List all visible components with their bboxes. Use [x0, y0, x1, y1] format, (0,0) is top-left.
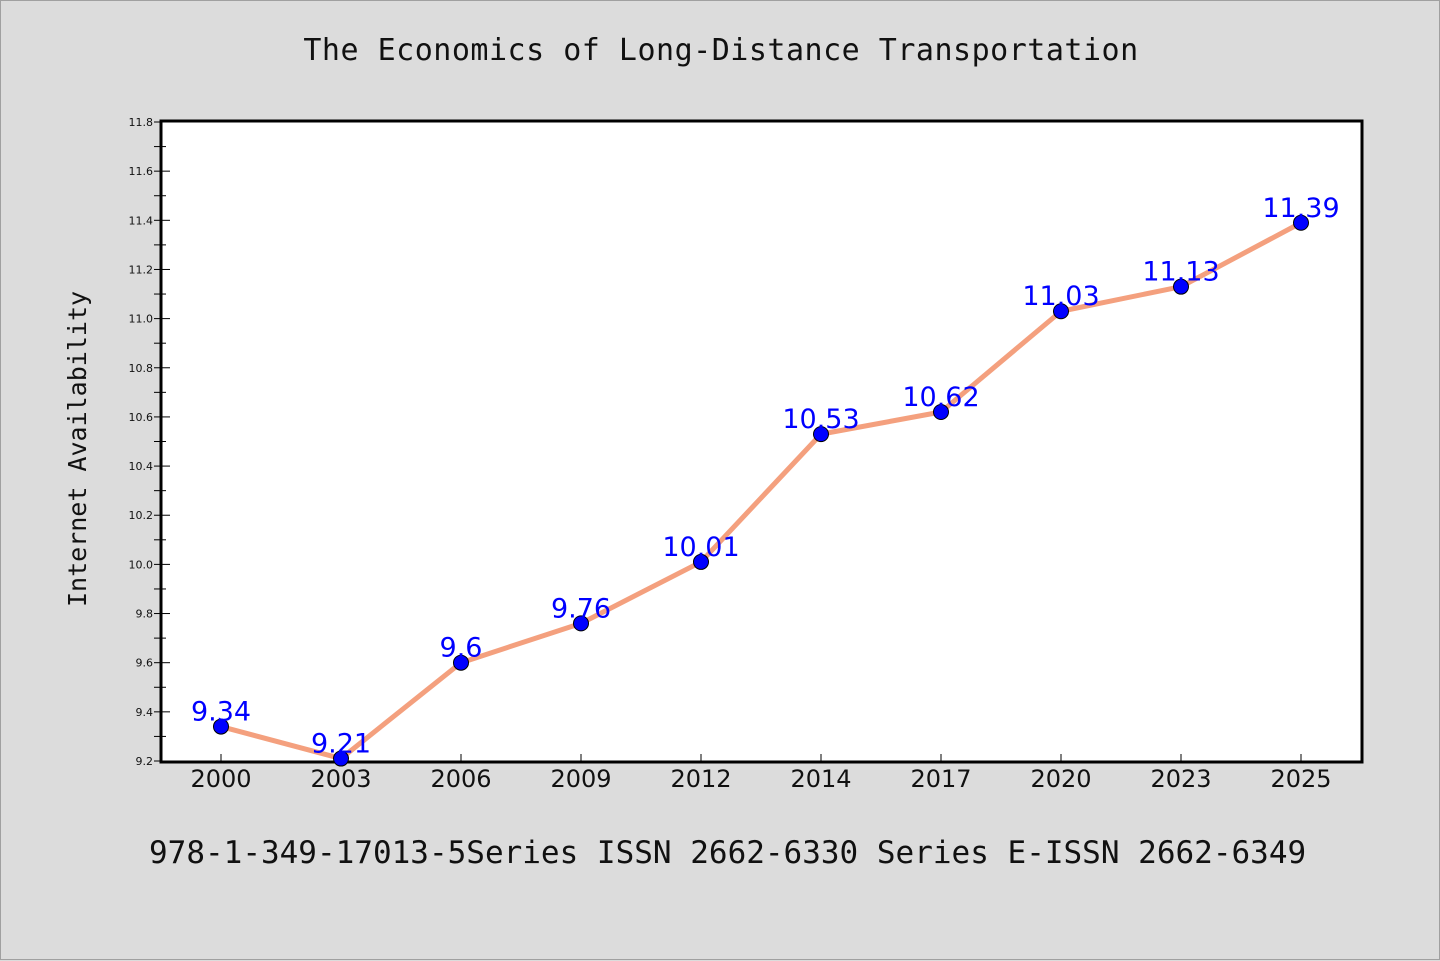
y-axis-label: Internet Availability	[63, 291, 92, 607]
data-label: 11.03	[1022, 281, 1099, 312]
x-tick-label: 2000	[190, 765, 251, 793]
x-tick-label: 2009	[550, 765, 611, 793]
series-line	[220, 220, 1303, 762]
data-label: 11.39	[1262, 193, 1339, 224]
y-tick-label: 11.4	[129, 214, 154, 227]
data-point	[1053, 303, 1069, 320]
x-tick-label: 2006	[430, 765, 491, 793]
y-axis: 9.2 9.4 9.6 9.8 10.0 10.2 10.4 10.6 10.8 11.0 11.2…	[129, 116, 170, 768]
y-tick-label: 9.4	[136, 706, 154, 719]
data-point	[933, 404, 949, 421]
y-tick-label: 10.4	[129, 460, 154, 473]
y-tick-label: 11.6	[129, 165, 154, 178]
data-label: 9.6	[440, 633, 483, 664]
x-tick-label: 2003	[310, 765, 371, 793]
data-label: 10.62	[902, 382, 979, 413]
data-label: 9.76	[551, 593, 611, 624]
data-labels: 9.34 9.21 9.6 9.76 10.01 10.53 10.62 11.03 11.13…	[191, 193, 1340, 760]
y-tick-label: 11.8	[129, 116, 154, 129]
data-point	[693, 553, 709, 570]
y-tick-label: 11.2	[129, 263, 154, 276]
y-tick-label: 9.6	[136, 657, 154, 670]
data-point	[1173, 278, 1189, 295]
data-point	[1293, 214, 1309, 231]
x-tick-label: 2025	[1270, 765, 1331, 793]
y-tick-label: 10.8	[129, 362, 154, 375]
y-tick-label: 9.2	[136, 755, 154, 768]
x-tick-label: 2020	[1030, 765, 1091, 793]
y-tick-label: 10.0	[129, 558, 154, 571]
data-markers	[213, 214, 1309, 767]
data-label: 10.53	[782, 404, 859, 435]
x-tick-label: 2012	[670, 765, 731, 793]
x-tick-label: 2017	[910, 765, 971, 793]
data-point	[333, 750, 349, 767]
y-tick-label: 9.8	[136, 608, 154, 621]
y-tick-label: 10.6	[129, 411, 154, 424]
data-point	[213, 718, 229, 735]
y-tick-label: 10.2	[129, 509, 154, 522]
data-label: 10.01	[662, 532, 739, 563]
x-axis: 2000 2003 2006 2009 2012 2014 2017 2020 2023 2025	[190, 754, 1332, 793]
data-label: 11.13	[1142, 257, 1219, 288]
data-point	[453, 654, 469, 671]
x-tick-label: 2014	[790, 765, 851, 793]
plot-area	[159, 119, 1364, 764]
x-tick-label: 2023	[1150, 765, 1211, 793]
y-tick-label: 11.0	[129, 313, 154, 326]
data-point	[573, 615, 589, 632]
data-point	[813, 426, 829, 443]
data-label: 9.34	[191, 697, 251, 728]
data-label: 9.21	[311, 729, 371, 760]
chart-title: The Economics of Long-Distance Transport…	[303, 33, 1139, 68]
footer-isbn-text: 978-1-349-17013-5Series ISSN 2662-6330 S…	[149, 835, 1307, 871]
